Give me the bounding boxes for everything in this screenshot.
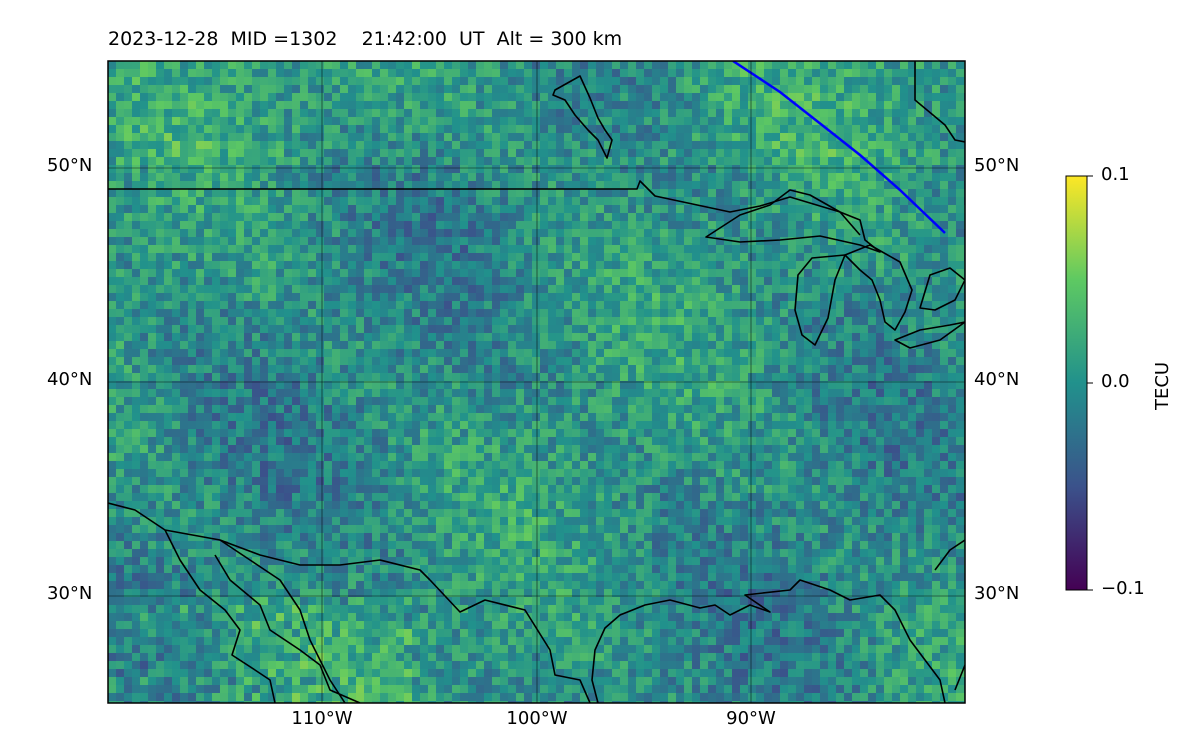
lat-label-40-right: 40°N <box>974 369 1020 390</box>
lon-label-90w: 90°W <box>726 708 776 729</box>
hudson-coast <box>914 61 965 143</box>
gulf-coast-east <box>591 579 946 703</box>
us-canada-border <box>108 180 861 236</box>
colorbar <box>1065 175 1088 591</box>
coastlines-borders <box>108 61 965 703</box>
lat-label-50-right: 50°N <box>974 155 1020 176</box>
island-outline <box>552 75 613 159</box>
lon-label-100w: 100°W <box>506 708 568 729</box>
lat-label-30-left: 30°N <box>47 583 93 604</box>
lon-label-110w: 110°W <box>291 708 353 729</box>
mexico-mainland-coast <box>214 554 361 703</box>
colorbar-tick-zero: 0.0 <box>1101 371 1130 392</box>
colorbar-label: TECU <box>1152 361 1173 410</box>
florida-coast <box>934 539 965 691</box>
baja-coast <box>164 529 276 703</box>
us-mexico-border <box>108 502 431 581</box>
lake-michigan <box>794 254 846 346</box>
gridlines <box>108 61 965 703</box>
lat-label-50-left: 50°N <box>47 155 93 176</box>
blue-overlay-line <box>732 61 946 234</box>
eastern-coast <box>919 267 965 311</box>
lake-huron <box>844 244 913 331</box>
colorbar-ticks <box>1087 175 1093 591</box>
sonora-coast <box>219 539 346 703</box>
lat-label-30-right: 30°N <box>974 583 1020 604</box>
tec-field <box>108 61 965 703</box>
lake-erie-ontario <box>894 321 965 349</box>
map-frame <box>107 60 966 704</box>
gulf-coast <box>429 579 591 703</box>
lat-label-40-left: 40°N <box>47 369 93 390</box>
colorbar-tick-min: −0.1 <box>1101 578 1145 599</box>
figure-title: 2023-12-28 MID =1302 21:42:00 UT Alt = 3… <box>108 28 623 50</box>
lake-superior <box>705 189 881 253</box>
colorbar-tick-max: 0.1 <box>1101 164 1130 185</box>
